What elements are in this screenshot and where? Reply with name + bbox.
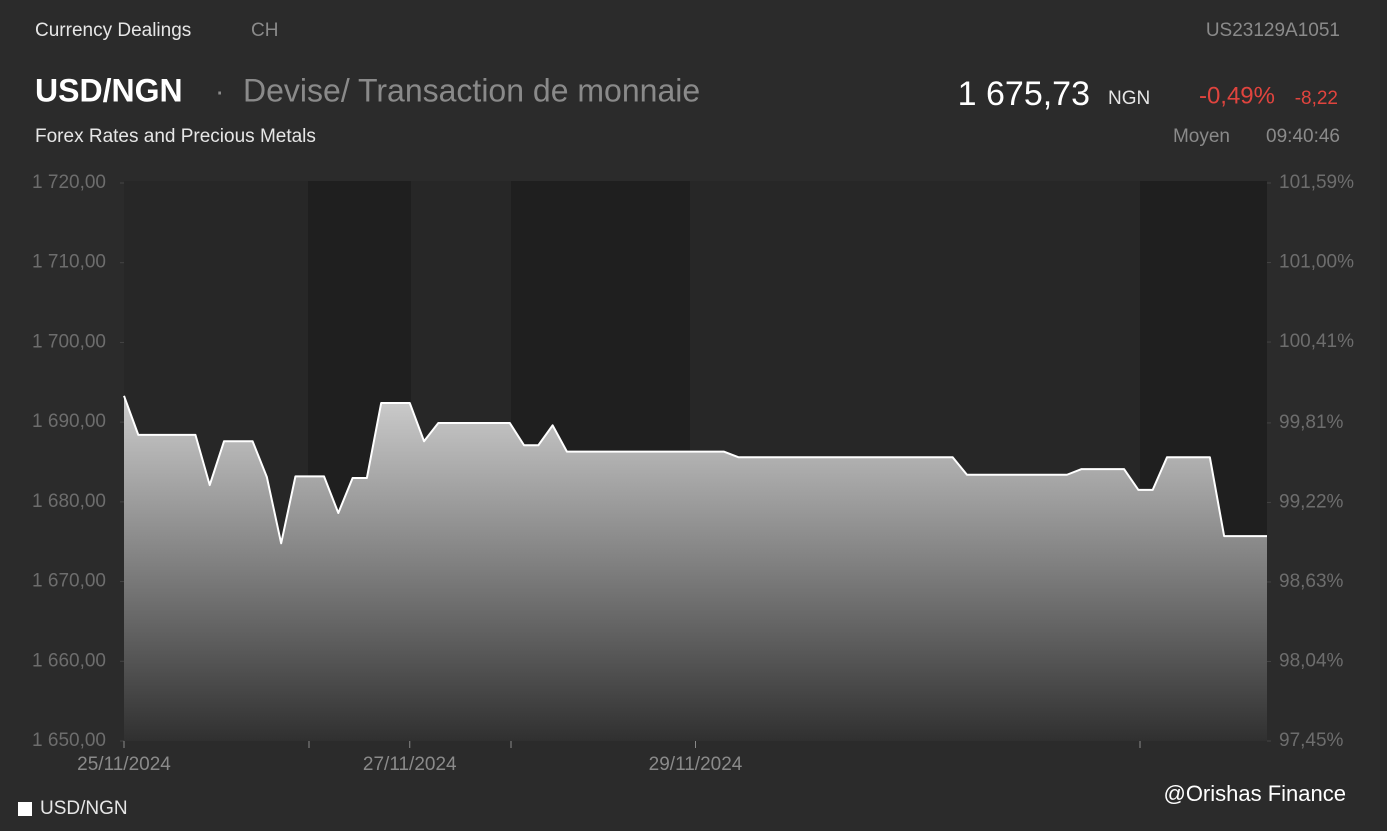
separator: · <box>215 75 224 106</box>
x-tick-label: 29/11/2024 <box>649 754 743 775</box>
description: Devise/ Transaction de monnaie <box>243 72 700 108</box>
y2-tick-label: 97,45% <box>1279 730 1344 751</box>
line <box>123 395 1267 545</box>
watermark: @Orishas Finance <box>1163 781 1346 806</box>
y2-tick-label: 98,63% <box>1279 571 1344 592</box>
y2-tick-label: 100,41% <box>1279 331 1354 352</box>
time: 09:40:46 <box>1266 126 1340 147</box>
y2-tick-label: 99,22% <box>1279 491 1344 512</box>
change-abs: -8,22 <box>1295 88 1338 109</box>
exchange: CH <box>251 20 278 41</box>
y-tick-label: 1 660,00 <box>32 650 106 671</box>
area <box>124 395 1267 741</box>
plot <box>123 395 1267 741</box>
category: Forex Rates and Precious Metals <box>35 126 316 147</box>
legend-label: USD/NGN <box>40 798 128 819</box>
y2-tick-label: 101,00% <box>1279 252 1354 273</box>
price-type: Moyen <box>1173 126 1230 147</box>
change-pct: -0,49% <box>1199 82 1275 109</box>
y-tick-label: 1 690,00 <box>32 411 106 432</box>
x-tick-label: 27/11/2024 <box>363 754 457 775</box>
y-tick-label: 1 670,00 <box>32 571 106 592</box>
price: 1 675,73 <box>958 75 1090 113</box>
y-tick-label: 1 720,00 <box>32 172 106 193</box>
x-tick-label: 25/11/2024 <box>77 754 171 775</box>
legend-swatch <box>18 802 32 816</box>
isin: US23129A1051 <box>1206 20 1340 41</box>
y-tick-label: 1 680,00 <box>32 491 106 512</box>
source: Currency Dealings <box>35 20 191 41</box>
y-tick-label: 1 710,00 <box>32 252 106 273</box>
currency: NGN <box>1108 88 1150 109</box>
x-minor-ticks <box>308 741 1141 748</box>
y2-tick-label: 99,81% <box>1279 412 1344 433</box>
y-tick-label: 1 650,00 <box>32 730 106 751</box>
y2-tick-label: 98,04% <box>1279 650 1344 671</box>
symbol: USD/NGN <box>35 72 183 108</box>
y2-tick-label: 101,59% <box>1279 172 1354 193</box>
y-tick-label: 1 700,00 <box>32 331 106 352</box>
